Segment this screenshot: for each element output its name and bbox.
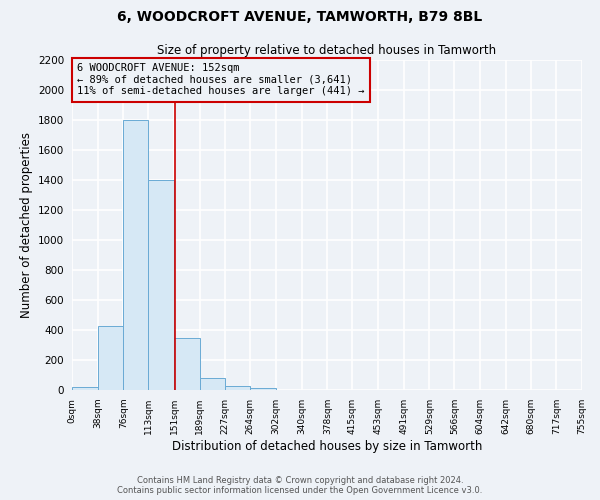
Bar bbox=[124, 120, 148, 390]
Bar bbox=[72, 387, 98, 390]
X-axis label: Distribution of detached houses by size in Tamworth: Distribution of detached houses by size … bbox=[172, 440, 482, 452]
Text: Contains HM Land Registry data © Crown copyright and database right 2024.
Contai: Contains HM Land Registry data © Crown c… bbox=[118, 476, 482, 495]
Title: Size of property relative to detached houses in Tamworth: Size of property relative to detached ho… bbox=[157, 44, 497, 58]
Text: 6, WOODCROFT AVENUE, TAMWORTH, B79 8BL: 6, WOODCROFT AVENUE, TAMWORTH, B79 8BL bbox=[118, 10, 482, 24]
Y-axis label: Number of detached properties: Number of detached properties bbox=[20, 132, 32, 318]
Bar bbox=[174, 338, 200, 390]
Bar bbox=[148, 180, 174, 390]
Text: 6 WOODCROFT AVENUE: 152sqm
← 89% of detached houses are smaller (3,641)
11% of s: 6 WOODCROFT AVENUE: 152sqm ← 89% of deta… bbox=[77, 64, 365, 96]
Bar bbox=[226, 386, 250, 390]
Bar bbox=[200, 378, 226, 390]
Bar bbox=[250, 388, 276, 390]
Bar bbox=[98, 326, 124, 390]
